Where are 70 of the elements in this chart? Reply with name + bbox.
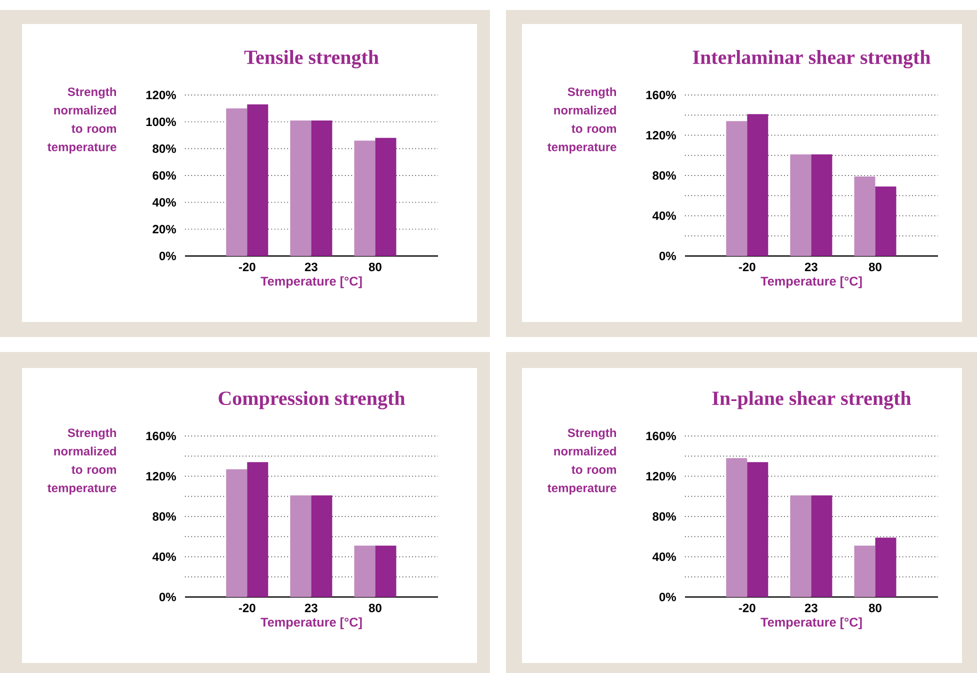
bar: [726, 458, 748, 597]
x-tick-label: -20: [238, 604, 256, 612]
chart-title: Interlaminar shear strength: [692, 50, 930, 68]
x-axis-title: Temperature [°C]: [760, 617, 862, 630]
bar: [854, 546, 876, 597]
bar: [375, 546, 396, 597]
bar: [375, 138, 396, 256]
y-tick-label: 120%: [646, 472, 676, 480]
bar: [747, 462, 768, 597]
y-axis-title: Strength normalized to room temperature: [548, 87, 616, 154]
x-tick-label: -20: [738, 604, 756, 612]
x-tick-label: 80: [868, 604, 882, 612]
bar: [811, 154, 832, 256]
bar: [875, 186, 896, 256]
y-tick-label: 0%: [659, 252, 676, 260]
y-tick-label: 80%: [652, 171, 676, 180]
bar: [226, 469, 248, 597]
x-tick-label: 80: [368, 604, 382, 612]
x-axis-title: Temperature [°C]: [260, 617, 362, 630]
bar: [311, 120, 332, 256]
y-tick-label: 80%: [652, 512, 676, 521]
x-axis-title: Temperature [°C]: [260, 276, 362, 288]
bar: [811, 495, 832, 597]
y-tick-label: 120%: [146, 90, 176, 100]
bar: [726, 121, 748, 256]
bar: [290, 495, 312, 597]
x-tick-label: -20: [238, 262, 256, 272]
chart-title: Compression strength: [218, 390, 405, 410]
y-tick-label: 80%: [152, 144, 176, 153]
x-tick-label: 23: [804, 262, 818, 272]
y-axis-title: Strength normalized to room temperature: [48, 428, 116, 495]
y-tick-label: 160%: [146, 432, 176, 440]
y-axis-title: Strength normalized to room temperature: [48, 87, 116, 154]
bar: [354, 546, 376, 597]
x-tick-label: 80: [868, 262, 882, 272]
bar: [247, 462, 268, 597]
y-tick-label: 40%: [152, 198, 176, 207]
y-tick-label: 80%: [152, 512, 176, 521]
y-axis-title: Strength normalized to room temperature: [548, 428, 616, 495]
bar: [354, 140, 376, 256]
y-tick-label: 0%: [159, 592, 176, 602]
chart-title: In-plane shear strength: [712, 390, 912, 410]
bar: [790, 154, 812, 256]
x-tick-label: 80: [368, 262, 382, 272]
bar: [247, 104, 268, 256]
y-tick-label: 40%: [652, 211, 676, 220]
x-tick-label: 23: [304, 604, 318, 612]
bar: [790, 495, 812, 597]
x-tick-label: 23: [304, 262, 318, 272]
y-tick-label: 120%: [146, 472, 176, 480]
y-tick-label: 60%: [152, 171, 176, 180]
x-tick-label: 23: [804, 604, 818, 612]
x-axis-title: Temperature [°C]: [760, 276, 862, 288]
bar: [311, 495, 332, 597]
chart-title: Tensile strength: [244, 50, 379, 68]
y-tick-label: 20%: [152, 224, 176, 234]
y-tick-label: 100%: [146, 118, 176, 126]
bar: [875, 538, 896, 597]
bar: [854, 176, 876, 256]
bar: [747, 114, 768, 256]
y-tick-label: 40%: [652, 552, 676, 561]
bar: [290, 120, 312, 256]
y-tick-label: 160%: [646, 90, 676, 100]
x-tick-label: -20: [738, 262, 756, 272]
bar: [226, 108, 248, 256]
y-tick-label: 120%: [646, 130, 676, 140]
y-tick-label: 0%: [159, 252, 176, 260]
y-tick-label: 160%: [646, 432, 676, 440]
y-tick-label: 0%: [659, 592, 676, 602]
y-tick-label: 40%: [152, 552, 176, 561]
